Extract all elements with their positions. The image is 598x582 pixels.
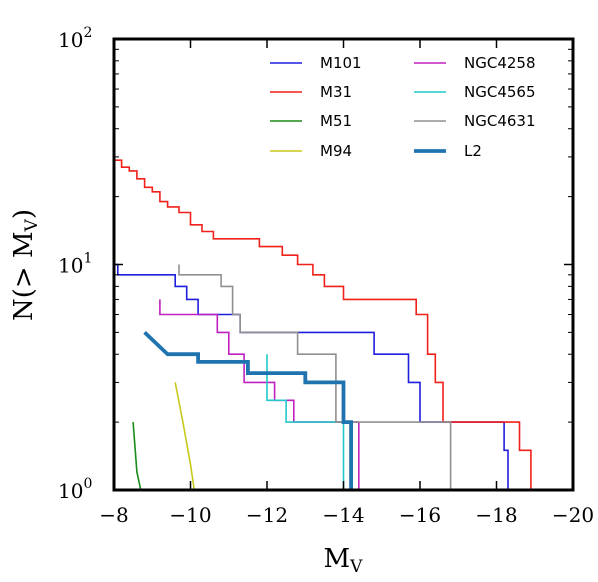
series-layer <box>114 159 532 490</box>
series-line-m101 <box>114 263 509 490</box>
x-tick-label: −12 <box>246 503 288 527</box>
x-tick-label: −20 <box>552 503 594 527</box>
legend-label-m101: M101 <box>320 54 362 72</box>
legend-label-ngc4631: NGC4631 <box>464 112 536 130</box>
series-line-m51 <box>132 422 142 490</box>
x-tick-label: −10 <box>169 503 211 527</box>
legend: M101 M31 M51 M94 NGC4258 NGC4565 NGC4631 L2 <box>270 54 536 160</box>
y-axis-label: N(> MV) <box>9 209 42 321</box>
x-tick-label: −18 <box>475 503 517 527</box>
x-tick-label: −14 <box>322 503 364 527</box>
y-tick-label: 100 <box>58 476 92 503</box>
series-line-ngc4565 <box>266 354 345 490</box>
legend-label-ngc4565: NGC4565 <box>464 83 536 101</box>
series-line-m94 <box>174 382 196 490</box>
series-line-m31 <box>114 159 532 490</box>
x-tick-label: −16 <box>399 503 441 527</box>
y-tick-label: 101 <box>58 251 92 278</box>
tick-layer: −8 −10 −12 −14 −16 −18 −20 100 101 102 <box>58 25 594 527</box>
series-line-ngc4631 <box>178 264 452 490</box>
y-tick-label: 102 <box>58 25 92 52</box>
legend-label-m94: M94 <box>320 142 352 160</box>
x-tick-label: −8 <box>99 503 128 527</box>
legend-label-l2: L2 <box>464 142 482 160</box>
legend-label-ngc4258: NGC4258 <box>464 54 536 72</box>
series-line-l2 <box>143 331 353 490</box>
series-line-ngc4258 <box>159 299 360 490</box>
legend-label-m51: M51 <box>320 112 352 130</box>
x-axis-label: MV <box>324 544 364 577</box>
legend-label-m31: M31 <box>320 83 352 101</box>
